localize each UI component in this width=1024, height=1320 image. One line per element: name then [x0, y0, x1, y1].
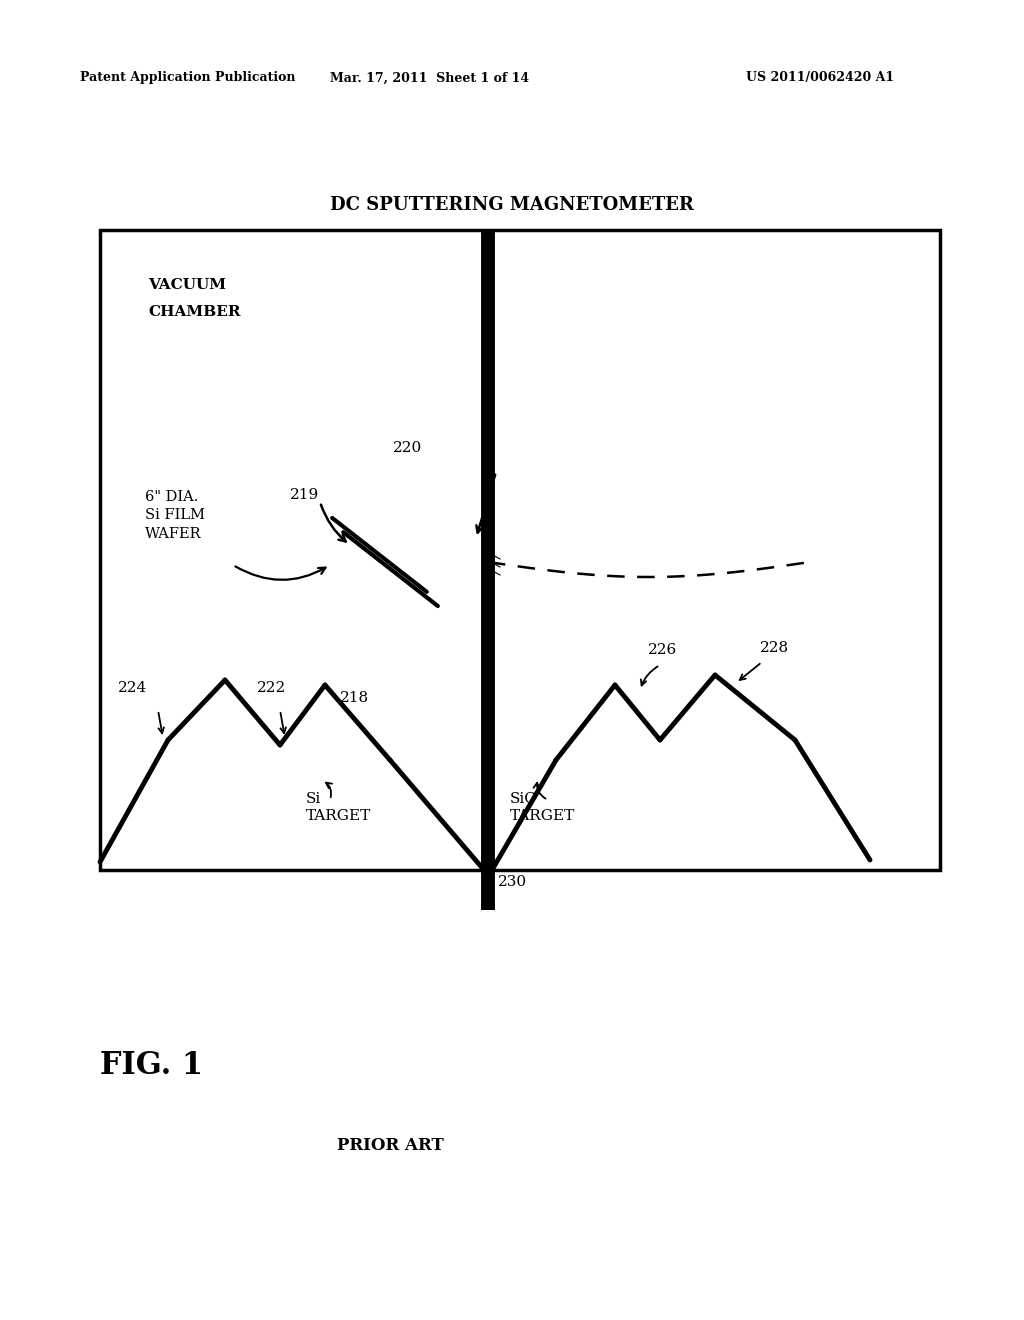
Text: DC SPUTTERING MAGNETOMETER: DC SPUTTERING MAGNETOMETER [330, 195, 694, 214]
Text: 226: 226 [648, 643, 677, 657]
Text: 218: 218 [340, 690, 369, 705]
Text: 220: 220 [393, 441, 422, 455]
Text: Si
TARGET: Si TARGET [306, 792, 372, 824]
Text: Patent Application Publication: Patent Application Publication [80, 71, 296, 84]
Text: US 2011/0062420 A1: US 2011/0062420 A1 [745, 71, 894, 84]
Text: SiC
TARGET: SiC TARGET [510, 792, 575, 824]
Text: 222: 222 [257, 681, 287, 696]
Text: 230: 230 [498, 875, 527, 888]
Text: VACUUM: VACUUM [148, 279, 226, 292]
Text: 219: 219 [290, 488, 319, 502]
Text: Mar. 17, 2011  Sheet 1 of 14: Mar. 17, 2011 Sheet 1 of 14 [331, 71, 529, 84]
Text: 224: 224 [118, 681, 147, 696]
Text: FIG. 1: FIG. 1 [100, 1049, 203, 1081]
Bar [100, 230, 940, 870]
Text: 6" DIA.
Si FILM
WAFER: 6" DIA. Si FILM WAFER [145, 490, 205, 541]
Text: PRIOR ART: PRIOR ART [337, 1137, 443, 1154]
Text: 228: 228 [760, 642, 790, 655]
Text: CHAMBER: CHAMBER [148, 305, 241, 319]
